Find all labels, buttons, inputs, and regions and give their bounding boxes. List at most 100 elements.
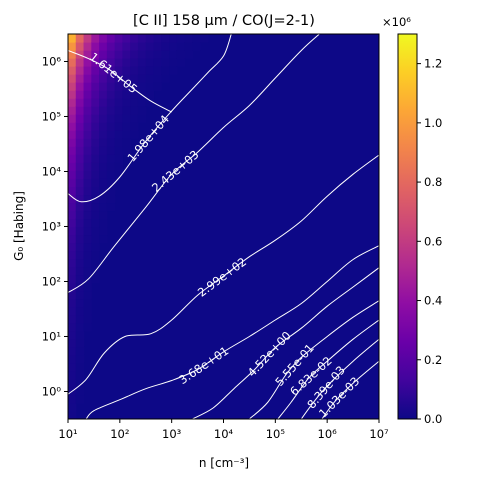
y-tick-label: 10⁴ bbox=[42, 164, 62, 178]
contour-lines bbox=[68, 34, 379, 419]
heatmap-cell bbox=[83, 90, 92, 99]
heatmap-cell bbox=[122, 98, 131, 107]
heatmap-cell bbox=[83, 290, 92, 300]
heatmap-cell bbox=[99, 178, 108, 187]
heatmap-cell bbox=[106, 42, 116, 51]
heatmap-cell bbox=[153, 74, 162, 83]
heatmap-cell bbox=[75, 346, 85, 356]
heatmap-cell bbox=[83, 162, 92, 171]
heatmap-cell bbox=[114, 170, 124, 179]
heatmap-cell bbox=[122, 66, 131, 75]
y-tick-label: 10³ bbox=[42, 219, 62, 233]
heatmap-cell bbox=[68, 114, 77, 123]
colorbar-tick-label: 1.2 bbox=[424, 57, 442, 71]
heatmap-cell bbox=[75, 42, 85, 51]
heatmap-cell bbox=[106, 202, 116, 212]
heatmap-cell bbox=[91, 274, 100, 284]
heatmap-cell bbox=[106, 74, 116, 83]
heatmap-cell bbox=[75, 162, 85, 171]
x-tick-label: 10⁴ bbox=[214, 427, 234, 441]
heatmap-cell bbox=[75, 218, 85, 228]
contour-line bbox=[68, 154, 379, 395]
y-tick-label: 10⁶ bbox=[42, 54, 62, 68]
colorbar-ticks: 0.0 0.2 0.4 0.6 0.8 1.0 1.2 bbox=[417, 57, 442, 426]
heatmap-cell bbox=[106, 186, 116, 196]
heatmap-cell bbox=[137, 98, 147, 107]
heatmap-cell bbox=[75, 258, 85, 268]
heatmap-cell bbox=[68, 298, 77, 308]
heatmap-cell bbox=[83, 146, 92, 155]
heatmap-cell bbox=[75, 122, 85, 131]
heatmap-cell bbox=[184, 50, 193, 59]
heatmap-cell bbox=[99, 66, 108, 75]
heatmap-cell bbox=[99, 122, 108, 131]
heatmap-cell bbox=[68, 74, 77, 83]
colorbar bbox=[397, 33, 418, 420]
heatmap-cell bbox=[83, 266, 92, 276]
heatmap-cell bbox=[114, 114, 124, 123]
contour-line bbox=[68, 34, 320, 293]
heatmap-cell bbox=[75, 266, 85, 276]
heatmap-cell bbox=[91, 178, 100, 187]
heatmap-cell bbox=[137, 90, 147, 99]
heatmap-cell bbox=[83, 306, 92, 316]
heatmap-cell bbox=[137, 58, 147, 67]
heatmap-cell bbox=[99, 34, 108, 43]
heatmap-cell bbox=[75, 290, 85, 300]
heatmap-cell bbox=[145, 34, 155, 43]
heatmap-cell bbox=[145, 66, 155, 75]
heatmap-cell bbox=[106, 122, 116, 131]
contour-line bbox=[68, 50, 172, 113]
x-tick-label: 10² bbox=[110, 427, 129, 441]
contour-line bbox=[85, 245, 379, 419]
heatmap-cell bbox=[99, 154, 108, 163]
heatmap-cell bbox=[68, 306, 77, 316]
heatmap-cell bbox=[99, 234, 108, 244]
heatmap-cell bbox=[75, 74, 85, 83]
x-tick-label: 10⁵ bbox=[266, 427, 286, 441]
heatmap-cell bbox=[176, 58, 186, 67]
heatmap-cell bbox=[68, 218, 77, 228]
heatmap-cell bbox=[83, 122, 92, 131]
heatmap-cell bbox=[106, 90, 116, 99]
contour-line bbox=[68, 34, 232, 203]
heatmap-cell bbox=[122, 42, 131, 51]
heatmap-cell bbox=[68, 402, 77, 412]
y-tick-label: 10² bbox=[42, 274, 61, 288]
heatmap-cell bbox=[176, 34, 186, 43]
y-tick-label: 10¹ bbox=[42, 329, 61, 343]
heatmap-cell bbox=[83, 258, 92, 268]
heatmap-cell bbox=[114, 130, 124, 139]
contour-line bbox=[249, 300, 379, 419]
heatmap-cell bbox=[130, 114, 139, 123]
heatmap-cell bbox=[106, 170, 116, 179]
heatmap-cell bbox=[130, 106, 139, 115]
heatmap-cell bbox=[91, 218, 100, 228]
colorbar-tick-label: 0.2 bbox=[424, 353, 442, 367]
heatmap-cell bbox=[99, 202, 108, 212]
heatmap-cell bbox=[130, 50, 139, 59]
heatmap-cell bbox=[68, 82, 77, 91]
heatmap-cell bbox=[169, 66, 178, 75]
heatmap-cell bbox=[122, 146, 131, 155]
heatmap-cell bbox=[68, 378, 77, 388]
heatmap-cell bbox=[169, 34, 178, 43]
heatmap-cell bbox=[68, 186, 77, 196]
heatmap-cell bbox=[91, 202, 100, 212]
heatmap-cell bbox=[83, 178, 92, 187]
heatmap-cell bbox=[99, 162, 108, 171]
heatmap-cell bbox=[99, 138, 108, 147]
colorbar-tick-label: 0.4 bbox=[424, 294, 442, 308]
heatmap-cell bbox=[99, 42, 108, 51]
heatmap-cell bbox=[68, 210, 77, 220]
y-axis-label: G₀ [Habing] bbox=[12, 191, 26, 261]
heatmap-cell bbox=[83, 314, 92, 324]
heatmap-cell bbox=[75, 298, 85, 308]
heatmap-cell bbox=[161, 42, 170, 51]
heatmap-cell bbox=[130, 122, 139, 131]
heatmap-cell bbox=[99, 58, 108, 67]
heatmap-cell bbox=[91, 170, 100, 179]
heatmap-cell bbox=[145, 82, 155, 91]
heatmap-cell bbox=[130, 98, 139, 107]
heatmap-cell bbox=[75, 170, 85, 179]
